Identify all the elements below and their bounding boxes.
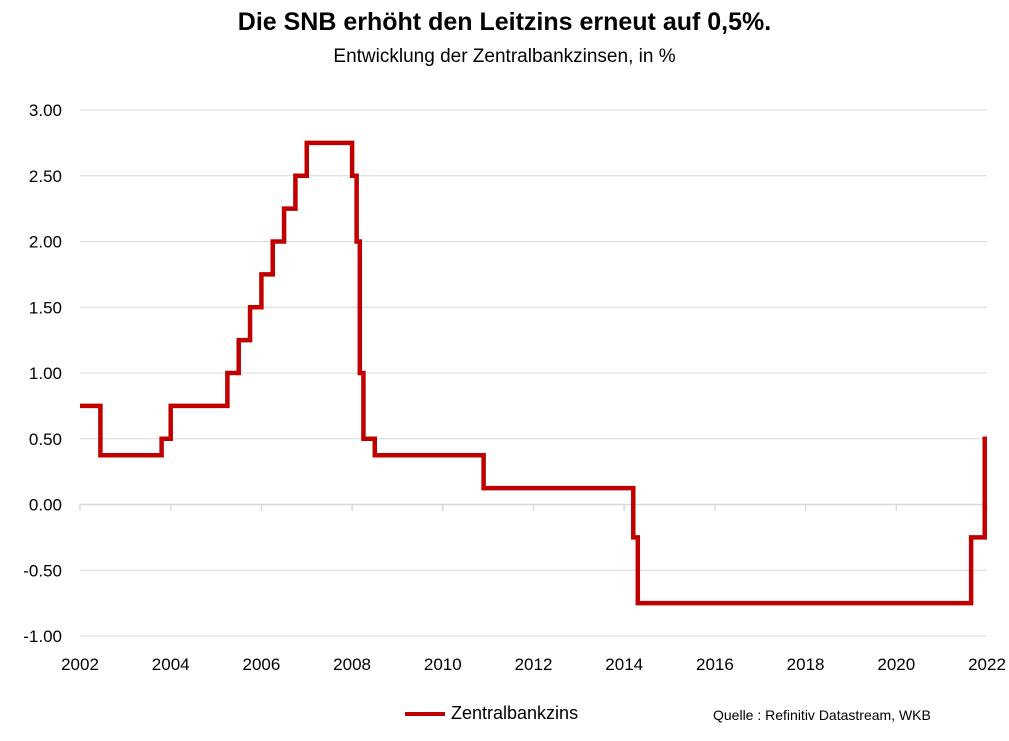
x-tick-label: 2016 bbox=[696, 655, 734, 674]
x-tick-label: 2020 bbox=[877, 655, 915, 674]
series-line-zentralbankzins bbox=[80, 140, 987, 606]
legend: Zentralbankzins bbox=[405, 703, 578, 724]
series-layer bbox=[80, 140, 987, 606]
source-note: Quelle : Refinitiv Datastream, WKB bbox=[713, 707, 931, 723]
x-tick-label: 2010 bbox=[424, 655, 462, 674]
legend-swatch bbox=[405, 711, 445, 716]
x-tick-label: 2022 bbox=[968, 655, 1006, 674]
gridlines bbox=[80, 109, 987, 637]
x-tick-label: 2014 bbox=[605, 655, 643, 674]
chart-title: Die SNB erhöht den Leitzins erneut auf 0… bbox=[237, 8, 772, 36]
x-tick-label: 2004 bbox=[152, 655, 190, 674]
x-tick-label: 2018 bbox=[787, 655, 825, 674]
x-tick-label: 2002 bbox=[61, 655, 99, 674]
y-tick-label: 2.00 bbox=[29, 233, 62, 252]
chart-subtitle: Entwicklung der Zentralbankzinsen, in % bbox=[333, 46, 676, 67]
axes: 3.00 2.50 2.00 1.50 1.00 0.50 0.00 -0.50 -1.00 20… bbox=[23, 101, 1006, 674]
y-tick-label: 3.00 bbox=[29, 101, 62, 120]
x-tick-label: 2006 bbox=[242, 655, 280, 674]
y-tick-label: -1.00 bbox=[23, 627, 62, 646]
y-tick-label: -0.50 bbox=[23, 561, 62, 580]
y-tick-label: 1.50 bbox=[29, 298, 62, 317]
y-tick-label: 1.00 bbox=[29, 364, 62, 383]
x-tick-label: 2008 bbox=[333, 655, 371, 674]
y-tick-label: 0.00 bbox=[29, 496, 62, 515]
y-tick-label: 0.50 bbox=[29, 430, 62, 449]
x-tick-label: 2012 bbox=[515, 655, 553, 674]
y-tick-label: 2.50 bbox=[29, 167, 62, 186]
legend-label: Zentralbankzins bbox=[451, 703, 579, 723]
